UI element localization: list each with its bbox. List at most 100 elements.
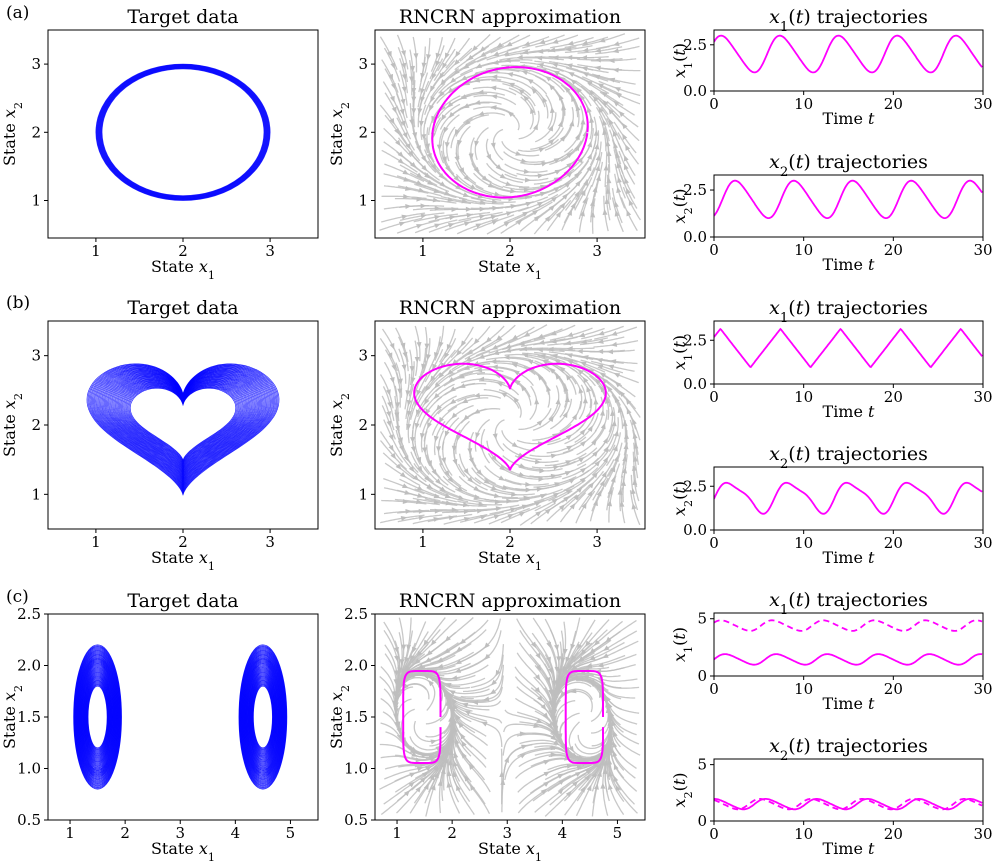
- streamline-arrow: [518, 511, 526, 517]
- x-tick-label: 0: [709, 388, 719, 406]
- y-tick-label: 0.0: [683, 228, 707, 246]
- streamline-arrow: [406, 410, 412, 417]
- streamline-arrow: [587, 490, 593, 497]
- streamline-arrow: [419, 433, 425, 440]
- streamline-arrow: [491, 485, 498, 491]
- streamline-arrow: [489, 689, 497, 695]
- streamline-arrow: [490, 85, 497, 91]
- streamline-arrow: [568, 745, 574, 753]
- streamline-arrow: [436, 144, 442, 151]
- streamline-arrow: [430, 784, 436, 791]
- streamline-arrow: [389, 118, 395, 125]
- streamline-arrow: [598, 330, 605, 336]
- streamline-arrow: [533, 123, 538, 131]
- streamline-arrow: [456, 349, 462, 357]
- streamline-arrow: [455, 713, 461, 721]
- streamline-arrow: [542, 96, 548, 104]
- x-tick-label: 0: [709, 825, 719, 843]
- y-axis-label: State x2: [327, 685, 352, 749]
- streamline-arrow: [607, 702, 613, 709]
- data-ring: [87, 684, 108, 750]
- streamline-arrow: [452, 703, 458, 710]
- plot-area: [714, 179, 983, 219]
- data-curve: [108, 375, 258, 478]
- streamline-arrow: [430, 739, 437, 745]
- streamline: [569, 653, 637, 675]
- streamline-arrow: [549, 84, 555, 91]
- streamline-arrow: [538, 39, 546, 44]
- streamline-arrow: [474, 99, 481, 105]
- streamline-arrow: [500, 392, 508, 398]
- streamline-arrow: [423, 639, 429, 647]
- streamline-arrow: [418, 120, 424, 127]
- axes-frame: [713, 612, 984, 677]
- streamline-arrow: [401, 364, 407, 371]
- streamline-arrow: [473, 77, 481, 83]
- x-tick-label: 20: [884, 825, 903, 843]
- streamline-arrow: [401, 644, 407, 651]
- streamline-arrow: [536, 55, 543, 61]
- streamline-arrow: [509, 188, 517, 194]
- x-axis-label: Time t: [823, 839, 876, 858]
- streamline-arrow: [491, 455, 497, 462]
- streamline-arrow: [432, 197, 440, 203]
- streamline-arrow: [463, 221, 471, 227]
- x-tick-label: 2: [178, 533, 188, 551]
- streamline-arrow: [462, 192, 470, 197]
- data-ring: [85, 679, 110, 755]
- streamline-arrow: [505, 181, 512, 186]
- streamline-arrow: [420, 203, 427, 209]
- streamline-arrow: [566, 151, 573, 158]
- streamline-arrow: [610, 476, 616, 483]
- streamline-arrow: [401, 73, 407, 81]
- streamline-arrow: [467, 448, 473, 455]
- streamline-arrow: [613, 41, 620, 47]
- chart-4: 1 2 3 1 2 3 Target data State x1 State x2: [0, 297, 319, 573]
- streamline-arrow: [548, 415, 554, 423]
- streamline-arrow: [401, 50, 406, 57]
- data-curve: [90, 365, 276, 492]
- streamline-arrow: [464, 710, 471, 716]
- streamline-arrow: [562, 648, 568, 655]
- axes-frame: [713, 758, 984, 822]
- streamline-arrow: [557, 773, 564, 779]
- streamline-arrow: [438, 341, 444, 349]
- x-tick-label: 1: [418, 242, 428, 260]
- streamline-arrow: [455, 646, 463, 653]
- streamline-arrow: [562, 411, 568, 418]
- y-tick-label: 5: [697, 610, 707, 628]
- streamline-arrow: [615, 784, 621, 792]
- streamline-arrow: [602, 99, 609, 107]
- streamline-arrow: [586, 80, 593, 86]
- streamline-arrow: [428, 680, 434, 687]
- streamline-arrow: [624, 177, 629, 185]
- streamline-arrow: [572, 780, 579, 787]
- streamline-arrow: [473, 408, 481, 414]
- streamline-arrow: [565, 86, 571, 93]
- y-tick-label: 1: [31, 191, 41, 209]
- streamline-arrow: [461, 740, 467, 748]
- streamline-arrow: [576, 765, 584, 771]
- streamline-arrow: [417, 493, 424, 498]
- streamline-arrow: [540, 788, 547, 795]
- x-tick-label: 0: [709, 680, 719, 698]
- streamline-arrow: [460, 340, 467, 347]
- streamline-arrow: [565, 460, 572, 465]
- streamline-arrow: [587, 141, 593, 148]
- x-tick-label: 0: [709, 95, 719, 113]
- streamline-arrow: [580, 118, 586, 125]
- streamline-arrow: [555, 398, 561, 405]
- panel-label: (b): [6, 293, 30, 313]
- streamline-arrow: [553, 70, 560, 76]
- streamline-arrow: [614, 430, 619, 437]
- streamline-arrow: [390, 452, 396, 460]
- chart-2: 0 10 20 30 0.0 2.5 x1(t) trajectories Time t x1(…: [670, 6, 993, 128]
- x-tick-label: 1: [65, 824, 75, 842]
- streamline-arrow: [535, 652, 541, 660]
- streamline-arrow: [579, 477, 586, 484]
- x-tick-label: 2: [447, 824, 457, 842]
- streamline-arrow: [521, 158, 528, 164]
- streamline-arrow: [608, 58, 615, 64]
- streamline: [400, 708, 424, 755]
